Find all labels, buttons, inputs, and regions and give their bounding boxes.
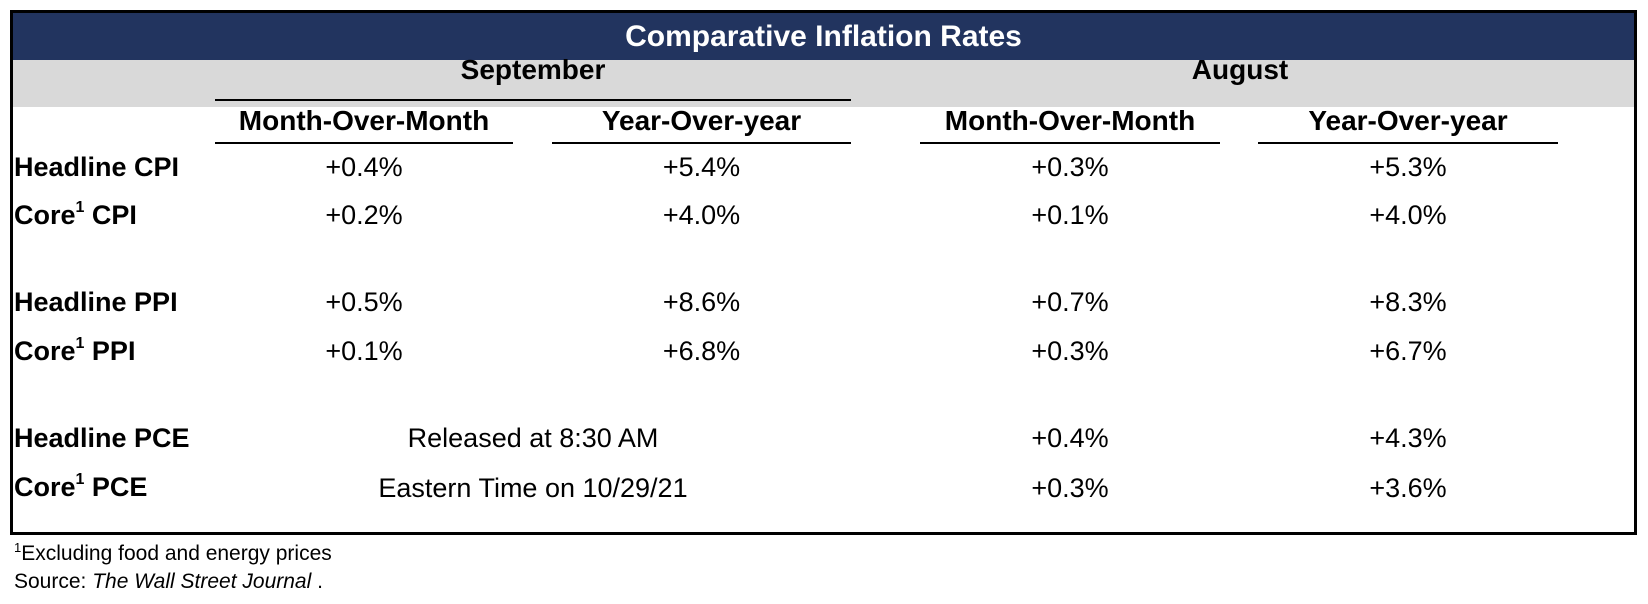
cell-headline-pce-aug-yoy: +4.3% xyxy=(1369,423,1447,453)
footnote-source: Source: The Wall Street Journal . xyxy=(14,570,323,593)
col-aug-yoy: Year-Over-year xyxy=(1308,105,1508,136)
row-label-core-cpi: Core1 CPI xyxy=(14,199,137,230)
cell-headline-pce-aug-mom: +0.4% xyxy=(1031,423,1109,453)
cell-headline-cpi-aug-mom: +0.3% xyxy=(1031,152,1109,182)
cell-headline-ppi-aug-mom: +0.7% xyxy=(1031,287,1109,317)
col-aug-mom: Month-Over-Month xyxy=(944,105,1196,136)
row-label-core-ppi: Core1 PPI xyxy=(14,335,136,366)
cell-headline-ppi-sep-mom: +0.5% xyxy=(325,287,403,317)
september-underline xyxy=(215,99,851,101)
cell-core-ppi-sep-mom: +0.1% xyxy=(325,336,403,366)
col-aug-mom-underline xyxy=(920,142,1220,144)
cell-core-cpi-sep-yoy: +4.0% xyxy=(662,200,741,230)
cell-headline-ppi-aug-yoy: +8.3% xyxy=(1369,287,1447,317)
cell-core-ppi-sep-yoy: +6.8% xyxy=(662,336,741,366)
row-label-core-pce: Core1 PCE xyxy=(14,471,148,502)
footnote-excluding: 1Excluding food and energy prices xyxy=(14,540,332,565)
cell-core-pce-aug-yoy: +3.6% xyxy=(1369,473,1447,503)
cell-headline-ppi-sep-yoy: +8.6% xyxy=(662,287,741,317)
pce-release-note-line1: Released at 8:30 AM xyxy=(407,423,659,453)
col-sep-mom-underline xyxy=(215,142,513,144)
cell-core-ppi-aug-mom: +0.3% xyxy=(1031,336,1109,366)
col-sep-yoy-underline xyxy=(552,142,851,144)
pce-release-note-line2: Eastern Time on 10/29/21 xyxy=(378,473,688,503)
col-sep-yoy: Year-Over-year xyxy=(601,105,802,136)
table-title: Comparative Inflation Rates xyxy=(13,13,1634,60)
cell-headline-cpi-aug-yoy: +5.3% xyxy=(1369,152,1447,182)
row-label-headline-cpi: Headline CPI xyxy=(14,152,180,182)
inflation-table: Comparative Inflation Rates xyxy=(10,10,1637,535)
cell-core-pce-aug-mom: +0.3% xyxy=(1031,473,1109,503)
cell-core-cpi-sep-mom: +0.2% xyxy=(325,200,403,230)
cell-core-cpi-aug-yoy: +4.0% xyxy=(1369,200,1447,230)
cell-headline-cpi-sep-yoy: +5.4% xyxy=(662,152,741,182)
col-aug-yoy-underline xyxy=(1258,142,1558,144)
col-sep-mom: Month-Over-Month xyxy=(238,105,490,136)
row-label-headline-pce: Headline PCE xyxy=(14,423,190,453)
table-title-text: Comparative Inflation Rates xyxy=(625,19,1022,53)
month-august: August xyxy=(1191,54,1289,85)
row-label-headline-ppi: Headline PPI xyxy=(14,287,178,317)
cell-core-cpi-aug-mom: +0.1% xyxy=(1031,200,1109,230)
month-september: September xyxy=(460,54,606,85)
cell-headline-cpi-sep-mom: +0.4% xyxy=(325,152,403,182)
cell-core-ppi-aug-yoy: +6.7% xyxy=(1369,336,1447,366)
